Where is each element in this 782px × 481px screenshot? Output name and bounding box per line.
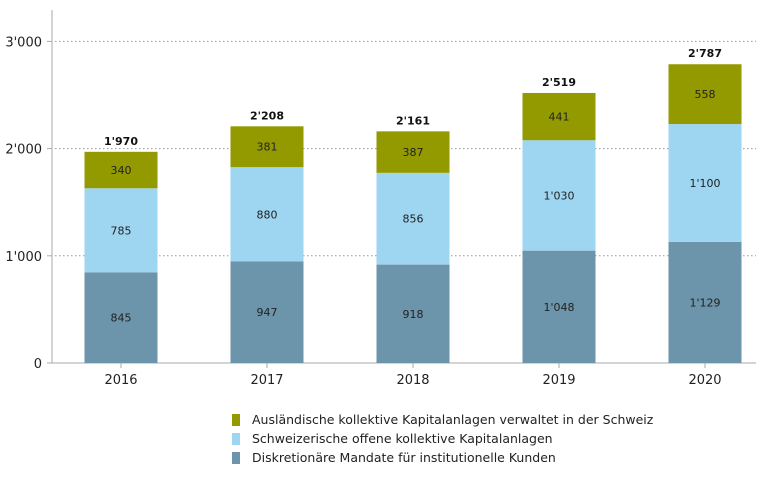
bar-segment bbox=[376, 264, 450, 363]
data-label: 785 bbox=[111, 224, 132, 237]
bar-segment bbox=[84, 151, 158, 189]
total-label: 2'161 bbox=[396, 114, 430, 127]
data-label: 558 bbox=[695, 88, 716, 101]
x-tick-label: 2020 bbox=[688, 373, 721, 388]
legend-item-foreign: Ausländische kollektive Kapitalanlagen v… bbox=[232, 410, 653, 429]
x-tick-label: 2016 bbox=[104, 373, 137, 388]
data-label: 856 bbox=[403, 213, 424, 226]
total-label: 2'519 bbox=[542, 76, 576, 89]
data-label: 441 bbox=[549, 111, 570, 124]
total-label: 2'787 bbox=[688, 47, 722, 60]
bar-segment bbox=[230, 167, 304, 262]
bar-segment bbox=[230, 261, 304, 363]
data-label: 845 bbox=[111, 312, 132, 325]
data-label: 947 bbox=[257, 306, 278, 319]
data-label: 340 bbox=[111, 164, 132, 177]
total-label: 1'970 bbox=[104, 135, 138, 148]
bar-segment bbox=[522, 140, 596, 251]
data-label: 381 bbox=[257, 141, 278, 154]
bar-segment bbox=[668, 64, 742, 125]
legend-swatch bbox=[232, 413, 240, 426]
legend-item-swiss-open: Schweizerische offene kollektive Kapital… bbox=[232, 429, 653, 448]
y-tick-label: 0 bbox=[34, 357, 42, 372]
legend-label: Schweizerische offene kollektive Kapital… bbox=[252, 431, 553, 446]
data-label: 1'030 bbox=[543, 189, 574, 202]
x-tick-label: 2019 bbox=[542, 373, 575, 388]
y-tick-label: 3'000 bbox=[5, 35, 42, 50]
data-label: 918 bbox=[403, 308, 424, 321]
legend-item-discretionary: Diskretionäre Mandate für institutionell… bbox=[232, 448, 653, 467]
stacked-bar-chart: 0 1'000 2'000 3'000 845 785 340 1'970 2016 947 880… bbox=[5, 10, 756, 388]
y-tick-label: 1'000 bbox=[5, 250, 42, 265]
bar-segment bbox=[376, 172, 450, 265]
x-tick-label: 2017 bbox=[250, 373, 283, 388]
bar-segment bbox=[376, 131, 450, 173]
bar-segment bbox=[522, 92, 596, 141]
legend-swatch bbox=[232, 451, 240, 464]
bar-segment bbox=[84, 188, 158, 273]
y-tick-label: 2'000 bbox=[5, 143, 42, 158]
legend: Ausländische kollektive Kapitalanlagen v… bbox=[232, 410, 653, 467]
bar-segment bbox=[522, 250, 596, 363]
data-label: 1'048 bbox=[543, 301, 574, 314]
data-label: 387 bbox=[403, 146, 424, 159]
bar-segment bbox=[668, 241, 742, 363]
bar-segment bbox=[84, 272, 158, 363]
legend-label: Ausländische kollektive Kapitalanlagen v… bbox=[252, 412, 654, 427]
bar-segment bbox=[668, 124, 742, 242]
data-label: 880 bbox=[257, 208, 278, 221]
legend-swatch bbox=[232, 432, 240, 445]
total-label: 2'208 bbox=[250, 109, 284, 122]
data-label: 1'129 bbox=[689, 296, 720, 309]
legend-label: Diskretionäre Mandate für institutionell… bbox=[252, 450, 556, 465]
x-tick-label: 2018 bbox=[396, 373, 429, 388]
bar-segment bbox=[230, 126, 304, 168]
data-label: 1'100 bbox=[689, 177, 720, 190]
